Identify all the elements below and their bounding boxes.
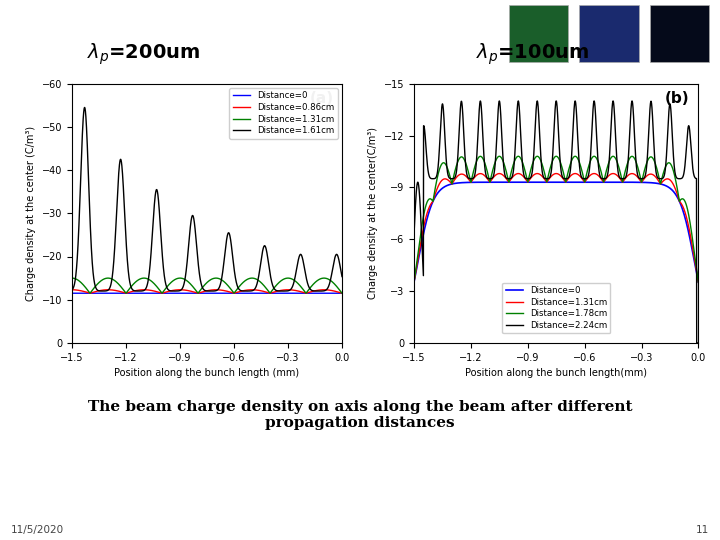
Distance=1.78cm [410,279,418,286]
Distance=1.31cm [442,176,451,183]
Distance=2.24cm [495,98,504,104]
Distance=0.86cm [338,290,346,296]
Distance=2.24cm [658,176,667,182]
Distance=0 [114,290,123,296]
Distance=2.24cm [531,118,540,124]
Line: Distance=0.86cm: Distance=0.86cm [72,290,342,293]
Distance=1.61cm [68,287,76,293]
Distance=1.78cm [518,161,527,167]
X-axis label: Position along the bunch length (mm): Position along the bunch length (mm) [114,368,300,378]
Distance=0 [99,290,107,296]
Distance=1.61cm [183,256,192,263]
Distance=1.61cm [303,280,312,287]
Distance=0.86cm [99,287,107,293]
Distance=0.86cm [303,289,312,296]
Line: Distance=0: Distance=0 [414,182,698,282]
Distance=1.31cm [694,279,703,286]
Distance=1.61cm [333,251,341,258]
Distance=0 [183,290,192,296]
Distance=1.78cm [459,155,467,161]
Distance=0.86cm [68,287,76,293]
Distance=0 [333,290,341,296]
Distance=0.86cm [333,288,341,295]
Text: (b): (b) [665,91,690,106]
Distance=2.24cm [410,232,418,239]
Distance=1.61cm [99,288,107,294]
Line: Distance=1.78cm: Distance=1.78cm [414,156,698,282]
Distance=1.31cm [183,278,192,284]
Distance=0 [68,290,76,296]
Distance=1.78cm [658,174,667,180]
Distance=0 [518,179,527,185]
Distance=1.61cm [114,167,123,174]
Distance=0.86cm [171,287,180,293]
Text: Electron beam modulation: Electron beam modulation [12,20,426,47]
Distance=0 [442,183,451,189]
Distance=1.61cm [171,288,180,294]
Distance=0 [459,179,467,186]
Distance=1.78cm [694,279,703,286]
Distance=1.78cm [688,239,697,245]
Distance=1.78cm [442,163,451,169]
Distance=0 [171,290,180,296]
Distance=1.78cm [531,154,540,161]
Distance=1.78cm [533,153,541,159]
Distance=0 [410,279,418,286]
Text: 11/5/2020: 11/5/2020 [11,524,64,535]
Distance=0 [338,290,346,296]
Distance=0 [303,290,312,296]
Text: (a): (a) [310,91,334,106]
Line: Distance=2.24cm: Distance=2.24cm [414,101,698,343]
FancyBboxPatch shape [580,5,639,62]
Distance=1.31cm [688,246,697,253]
Y-axis label: Charge density at the center (C/m³): Charge density at the center (C/m³) [26,126,36,301]
Distance=1.61cm [338,273,346,280]
Distance=2.24cm [519,167,528,174]
X-axis label: Position along the bunch length(mm): Position along the bunch length(mm) [465,368,647,378]
Distance=0 [694,279,703,286]
Distance=0 [658,181,667,188]
Line: Distance=1.31cm: Distance=1.31cm [72,278,342,293]
Text: $\lambda_p$=200um: $\lambda_p$=200um [87,42,201,68]
Distance=1.31cm [68,275,76,281]
Distance=1.31cm [531,171,540,177]
Text: $\lambda_p$=100um: $\lambda_p$=100um [476,42,590,68]
Distance=0 [688,251,697,257]
Distance=1.31cm [303,288,312,294]
Distance=0 [531,179,540,185]
Distance=1.31cm [333,283,341,289]
Distance=2.24cm [692,340,701,346]
Distance=0.86cm [183,287,192,294]
Text: 11: 11 [696,524,709,535]
FancyBboxPatch shape [649,5,709,62]
Distance=1.31cm [114,281,123,288]
Text: The beam charge density on axis along the beam after different
propagation dista: The beam charge density on axis along th… [88,400,632,430]
Distance=1.31cm [171,276,180,282]
Legend: Distance=0, Distance=0.86cm, Distance=1.31cm, Distance=1.61cm: Distance=0, Distance=0.86cm, Distance=1.… [230,88,338,139]
Line: Distance=1.31cm: Distance=1.31cm [414,173,698,282]
Line: Distance=1.61cm: Distance=1.61cm [72,107,342,291]
Distance=1.31cm [533,170,541,177]
Distance=2.24cm [688,166,697,173]
Distance=2.24cm [442,159,451,166]
Legend: Distance=0, Distance=1.31cm, Distance=1.78cm, Distance=2.24cm: Distance=0, Distance=1.31cm, Distance=1.… [502,283,611,333]
Distance=1.31cm [459,171,467,178]
Distance=0.86cm [114,288,123,294]
Distance=1.61cm [81,104,89,111]
Distance=1.31cm [518,173,527,179]
Distance=1.31cm [99,276,107,283]
Distance=1.31cm [658,179,667,185]
Y-axis label: Charge density at the center(C/m³): Charge density at the center(C/m³) [368,127,378,299]
FancyBboxPatch shape [509,5,569,62]
Distance=2.24cm [694,340,703,346]
Distance=1.31cm [410,279,418,286]
Distance=1.61cm [314,288,323,294]
Distance=2.24cm [459,121,467,127]
Distance=0 [552,179,560,185]
Distance=1.31cm [338,290,346,296]
